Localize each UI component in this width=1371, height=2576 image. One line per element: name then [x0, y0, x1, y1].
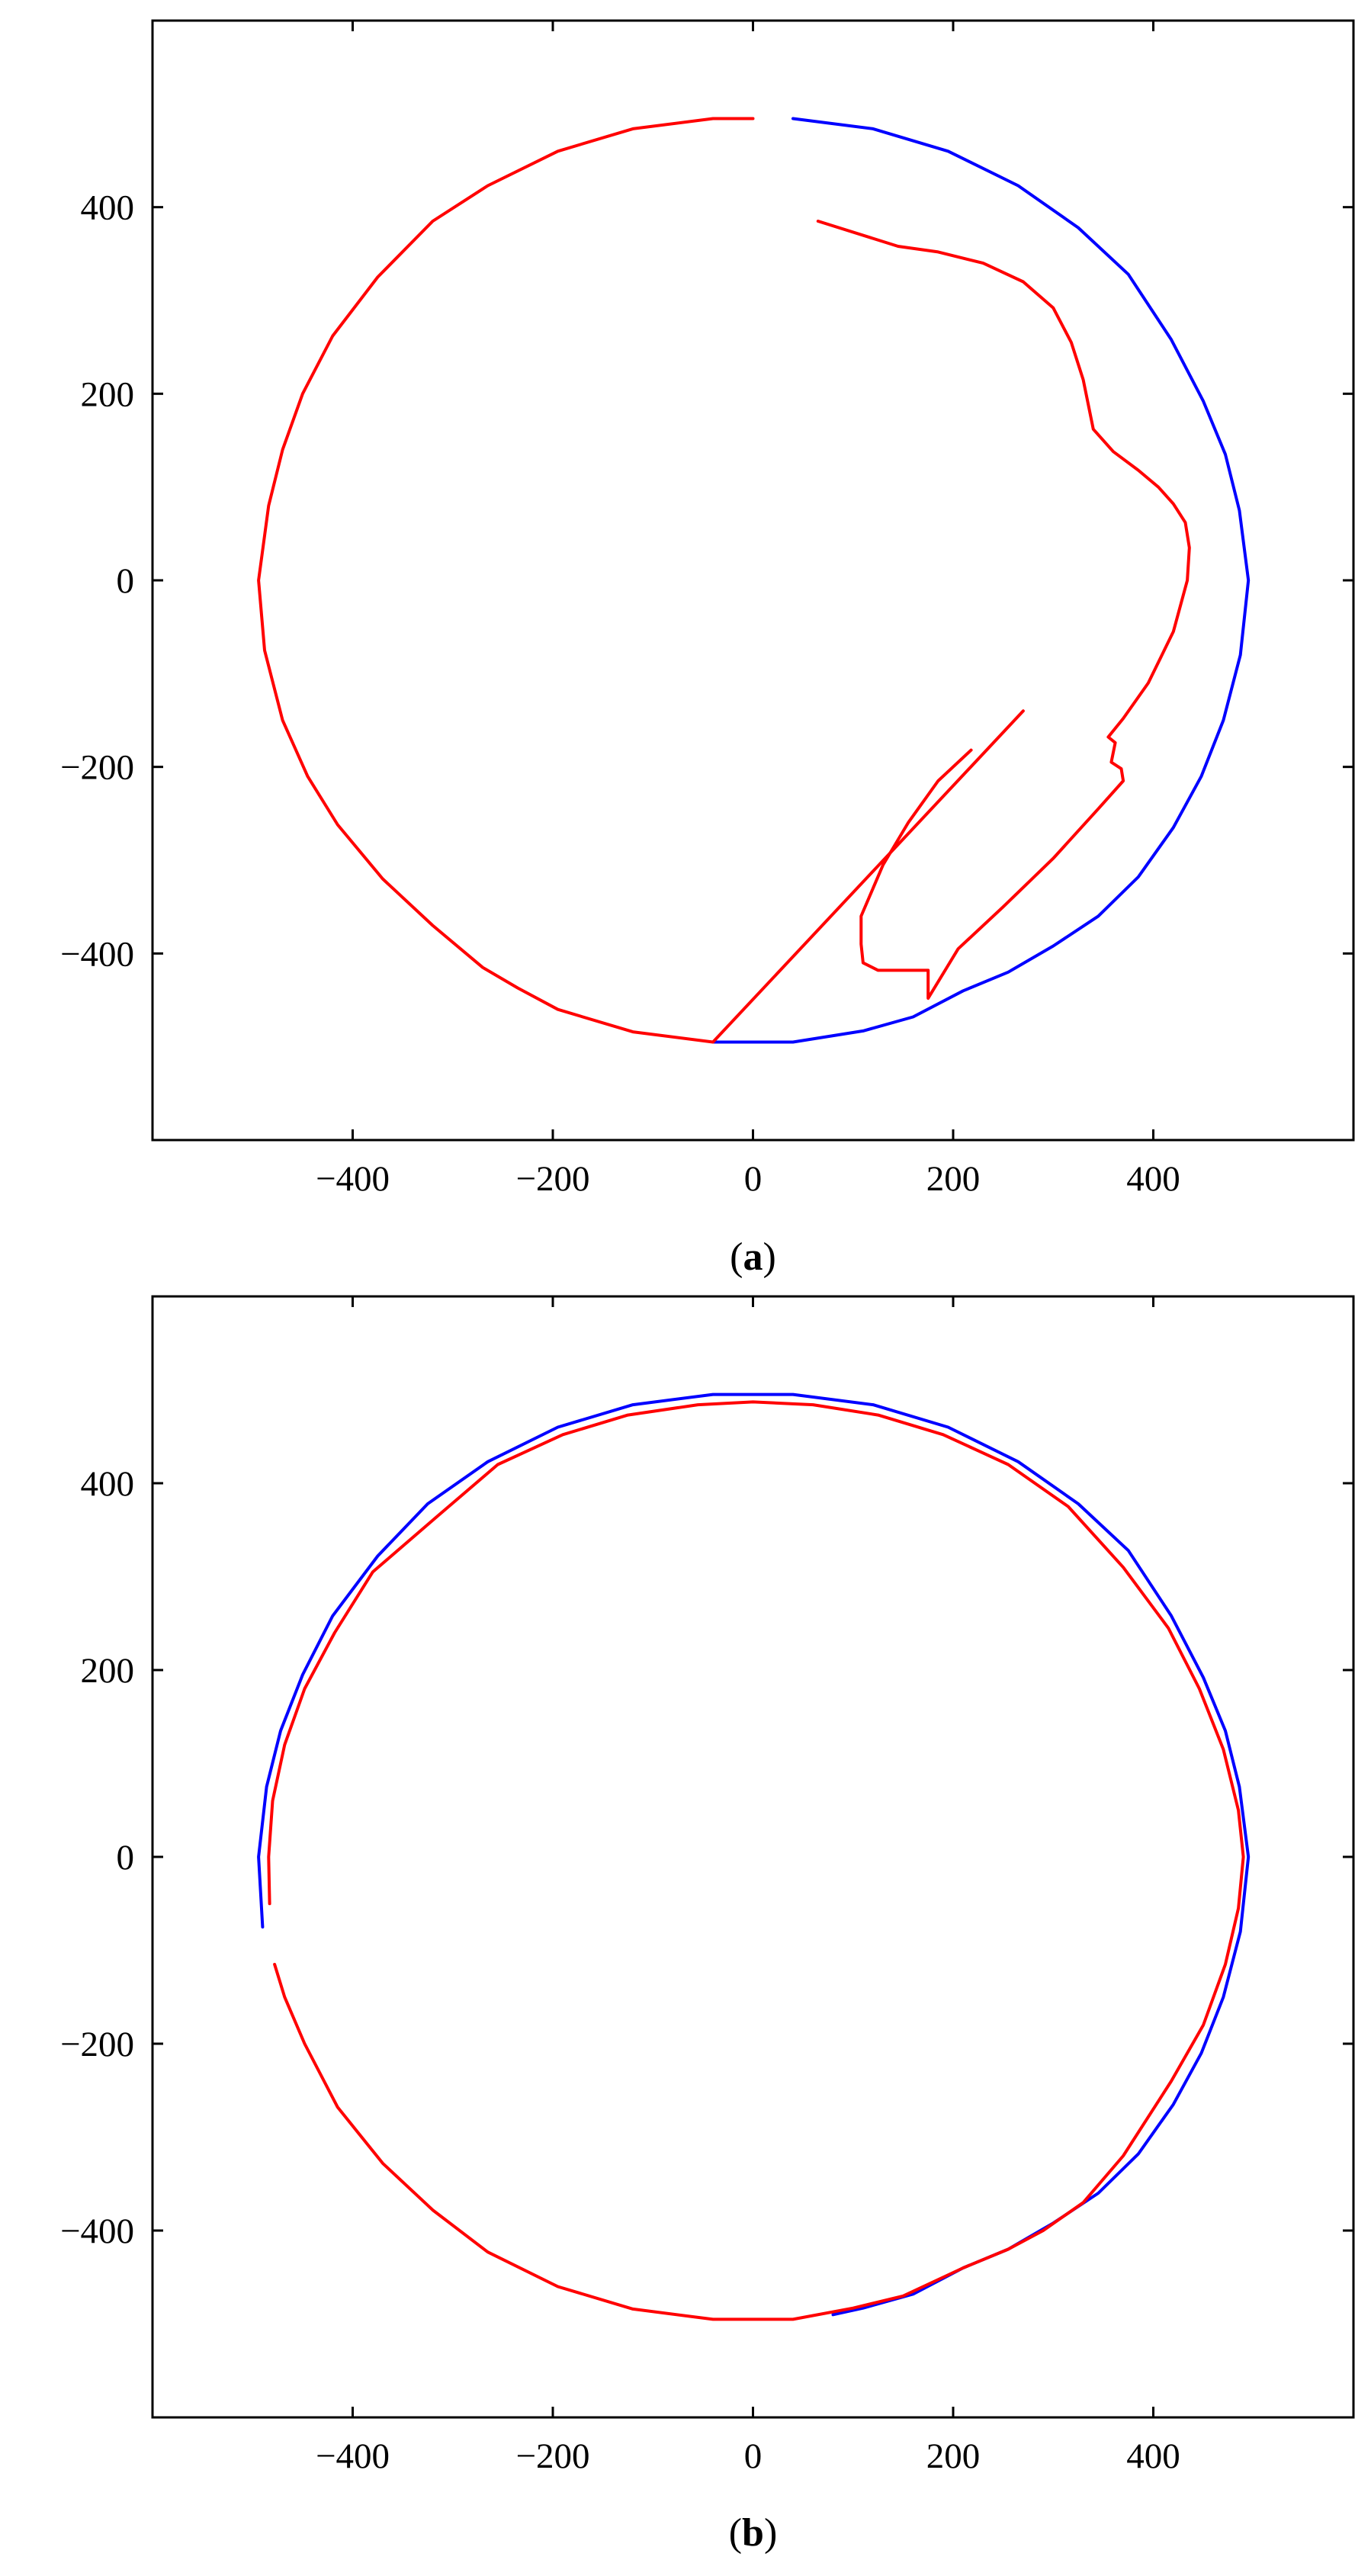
- series-line-2: [267, 1400, 1245, 2321]
- x-tick-label: −400: [316, 2436, 390, 2476]
- y-tick-label: −200: [60, 2025, 134, 2064]
- series-line-2: [257, 117, 1025, 1044]
- y-tick-label: 0: [117, 1838, 135, 1877]
- y-tick-label: 0: [117, 561, 135, 601]
- panel-a: −400 −200 0 200 400 −400 −200 0 200 400 (a): [60, 19, 1355, 1279]
- y-tick-label: −400: [60, 2211, 134, 2251]
- x-tick-label: 400: [1126, 2436, 1180, 2476]
- series-line-3: [816, 220, 1191, 1001]
- x-tick-label: 0: [744, 2436, 763, 2476]
- x-tick-label: −200: [515, 1159, 589, 1199]
- x-tick-label: 200: [926, 2436, 981, 2476]
- x-tick-label: 400: [1126, 1159, 1180, 1199]
- y-tick-label: −200: [60, 748, 134, 788]
- plot-frame: [151, 1295, 1355, 2419]
- y-tick-label: 200: [81, 1651, 135, 1691]
- series-line-1: [711, 117, 1251, 1044]
- y-tick-label: 400: [81, 188, 135, 228]
- y-tick-label: 200: [81, 374, 135, 414]
- panel-caption: (b): [729, 2511, 778, 2555]
- y-tick-label: −400: [60, 934, 134, 974]
- panel-b: −400 −200 0 200 400 −400 −200 0 200 400 (b): [60, 1295, 1355, 2555]
- x-tick-label: 0: [744, 1159, 763, 1199]
- y-tick-label: 400: [81, 1464, 135, 1504]
- panel-caption: (a): [730, 1235, 776, 1279]
- plot-frame: [151, 19, 1355, 1142]
- series-line-1: [257, 1392, 1251, 2317]
- x-tick-label: −400: [316, 1159, 390, 1199]
- x-tick-label: 200: [926, 1159, 981, 1199]
- x-tick-label: −200: [515, 2436, 589, 2476]
